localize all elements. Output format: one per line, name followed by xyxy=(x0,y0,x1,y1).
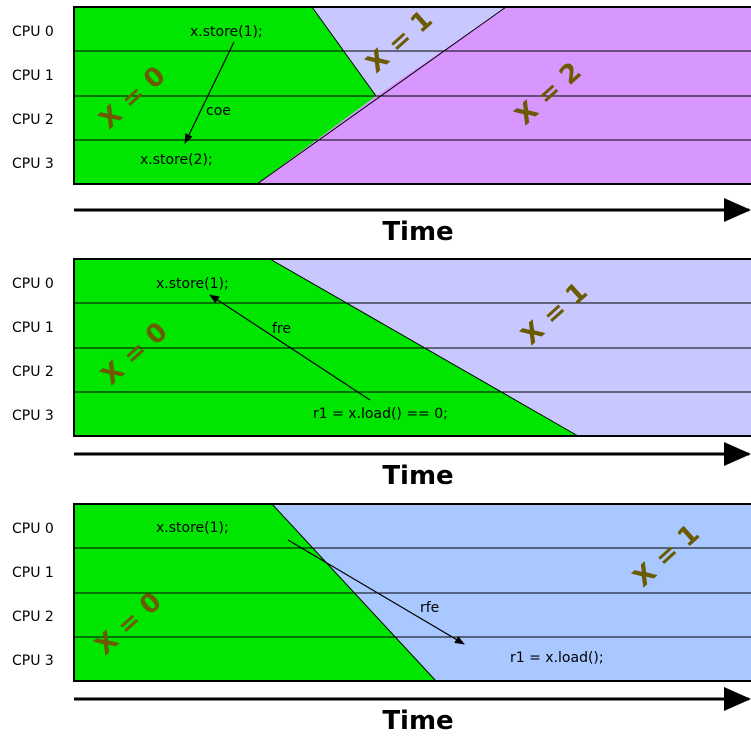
coe-arrow xyxy=(184,41,235,144)
cpu-3-label: CPU 3 xyxy=(12,653,54,669)
cpu-0-label: CPU 0 xyxy=(12,521,54,537)
cpu-3-label: CPU 3 xyxy=(12,408,54,424)
cpu-0-label: CPU 0 xyxy=(12,24,54,40)
load-label: r1 = x.load(); xyxy=(510,650,604,666)
cpu-3-label: CPU 3 xyxy=(12,156,54,172)
time-label: Time xyxy=(382,461,453,491)
cpu-0-label: CPU 0 xyxy=(12,276,54,292)
cpu-2-label: CPU 2 xyxy=(12,112,54,128)
store-2-label: x.store(2); xyxy=(140,152,213,168)
cpu-1-label: CPU 1 xyxy=(12,565,54,581)
store-1-label: x.store(1); xyxy=(156,276,229,292)
load-label: r1 = x.load() == 0; xyxy=(313,406,448,422)
time-label: Time xyxy=(382,217,453,247)
rfe-arrow xyxy=(287,539,465,645)
time-arrow-head xyxy=(724,442,751,466)
time-arrow-head xyxy=(724,198,751,222)
coe-label: coe xyxy=(206,103,231,119)
panel-reads-from: CPU 0 CPU 1 CPU 2 CPU 3 x.store(1); r1 =… xyxy=(12,503,751,736)
time-label: Time xyxy=(382,706,453,736)
store-1-label: x.store(1); xyxy=(190,24,263,40)
fre-label: fre xyxy=(272,321,291,337)
fre-arrow xyxy=(209,294,371,401)
cpu-2-label: CPU 2 xyxy=(12,609,54,625)
store-1-label: x.store(1); xyxy=(156,520,229,536)
rfe-label: rfe xyxy=(420,600,439,616)
cpu-2-label: CPU 2 xyxy=(12,364,54,380)
cpu-1-label: CPU 1 xyxy=(12,320,54,336)
time-arrow-head xyxy=(724,687,751,711)
cpu-1-label: CPU 1 xyxy=(12,68,54,84)
panel-from-read: CPU 0 CPU 1 CPU 2 CPU 3 x.store(1); r1 =… xyxy=(12,258,751,491)
panel-coherence-order: CPU 0 CPU 1 CPU 2 CPU 3 x.store(1); x.st… xyxy=(12,5,751,247)
